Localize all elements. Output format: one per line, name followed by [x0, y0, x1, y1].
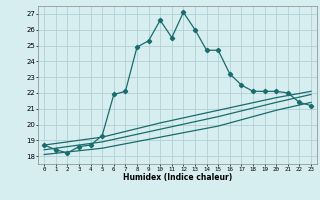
X-axis label: Humidex (Indice chaleur): Humidex (Indice chaleur)	[123, 173, 232, 182]
